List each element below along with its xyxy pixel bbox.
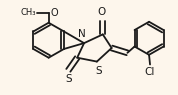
Text: N: N — [78, 29, 86, 39]
Text: O: O — [98, 7, 106, 17]
Text: Cl: Cl — [145, 67, 155, 77]
Text: S: S — [96, 66, 102, 76]
Text: S: S — [65, 74, 72, 84]
Text: O: O — [50, 8, 58, 18]
Text: CH₃: CH₃ — [21, 8, 36, 17]
